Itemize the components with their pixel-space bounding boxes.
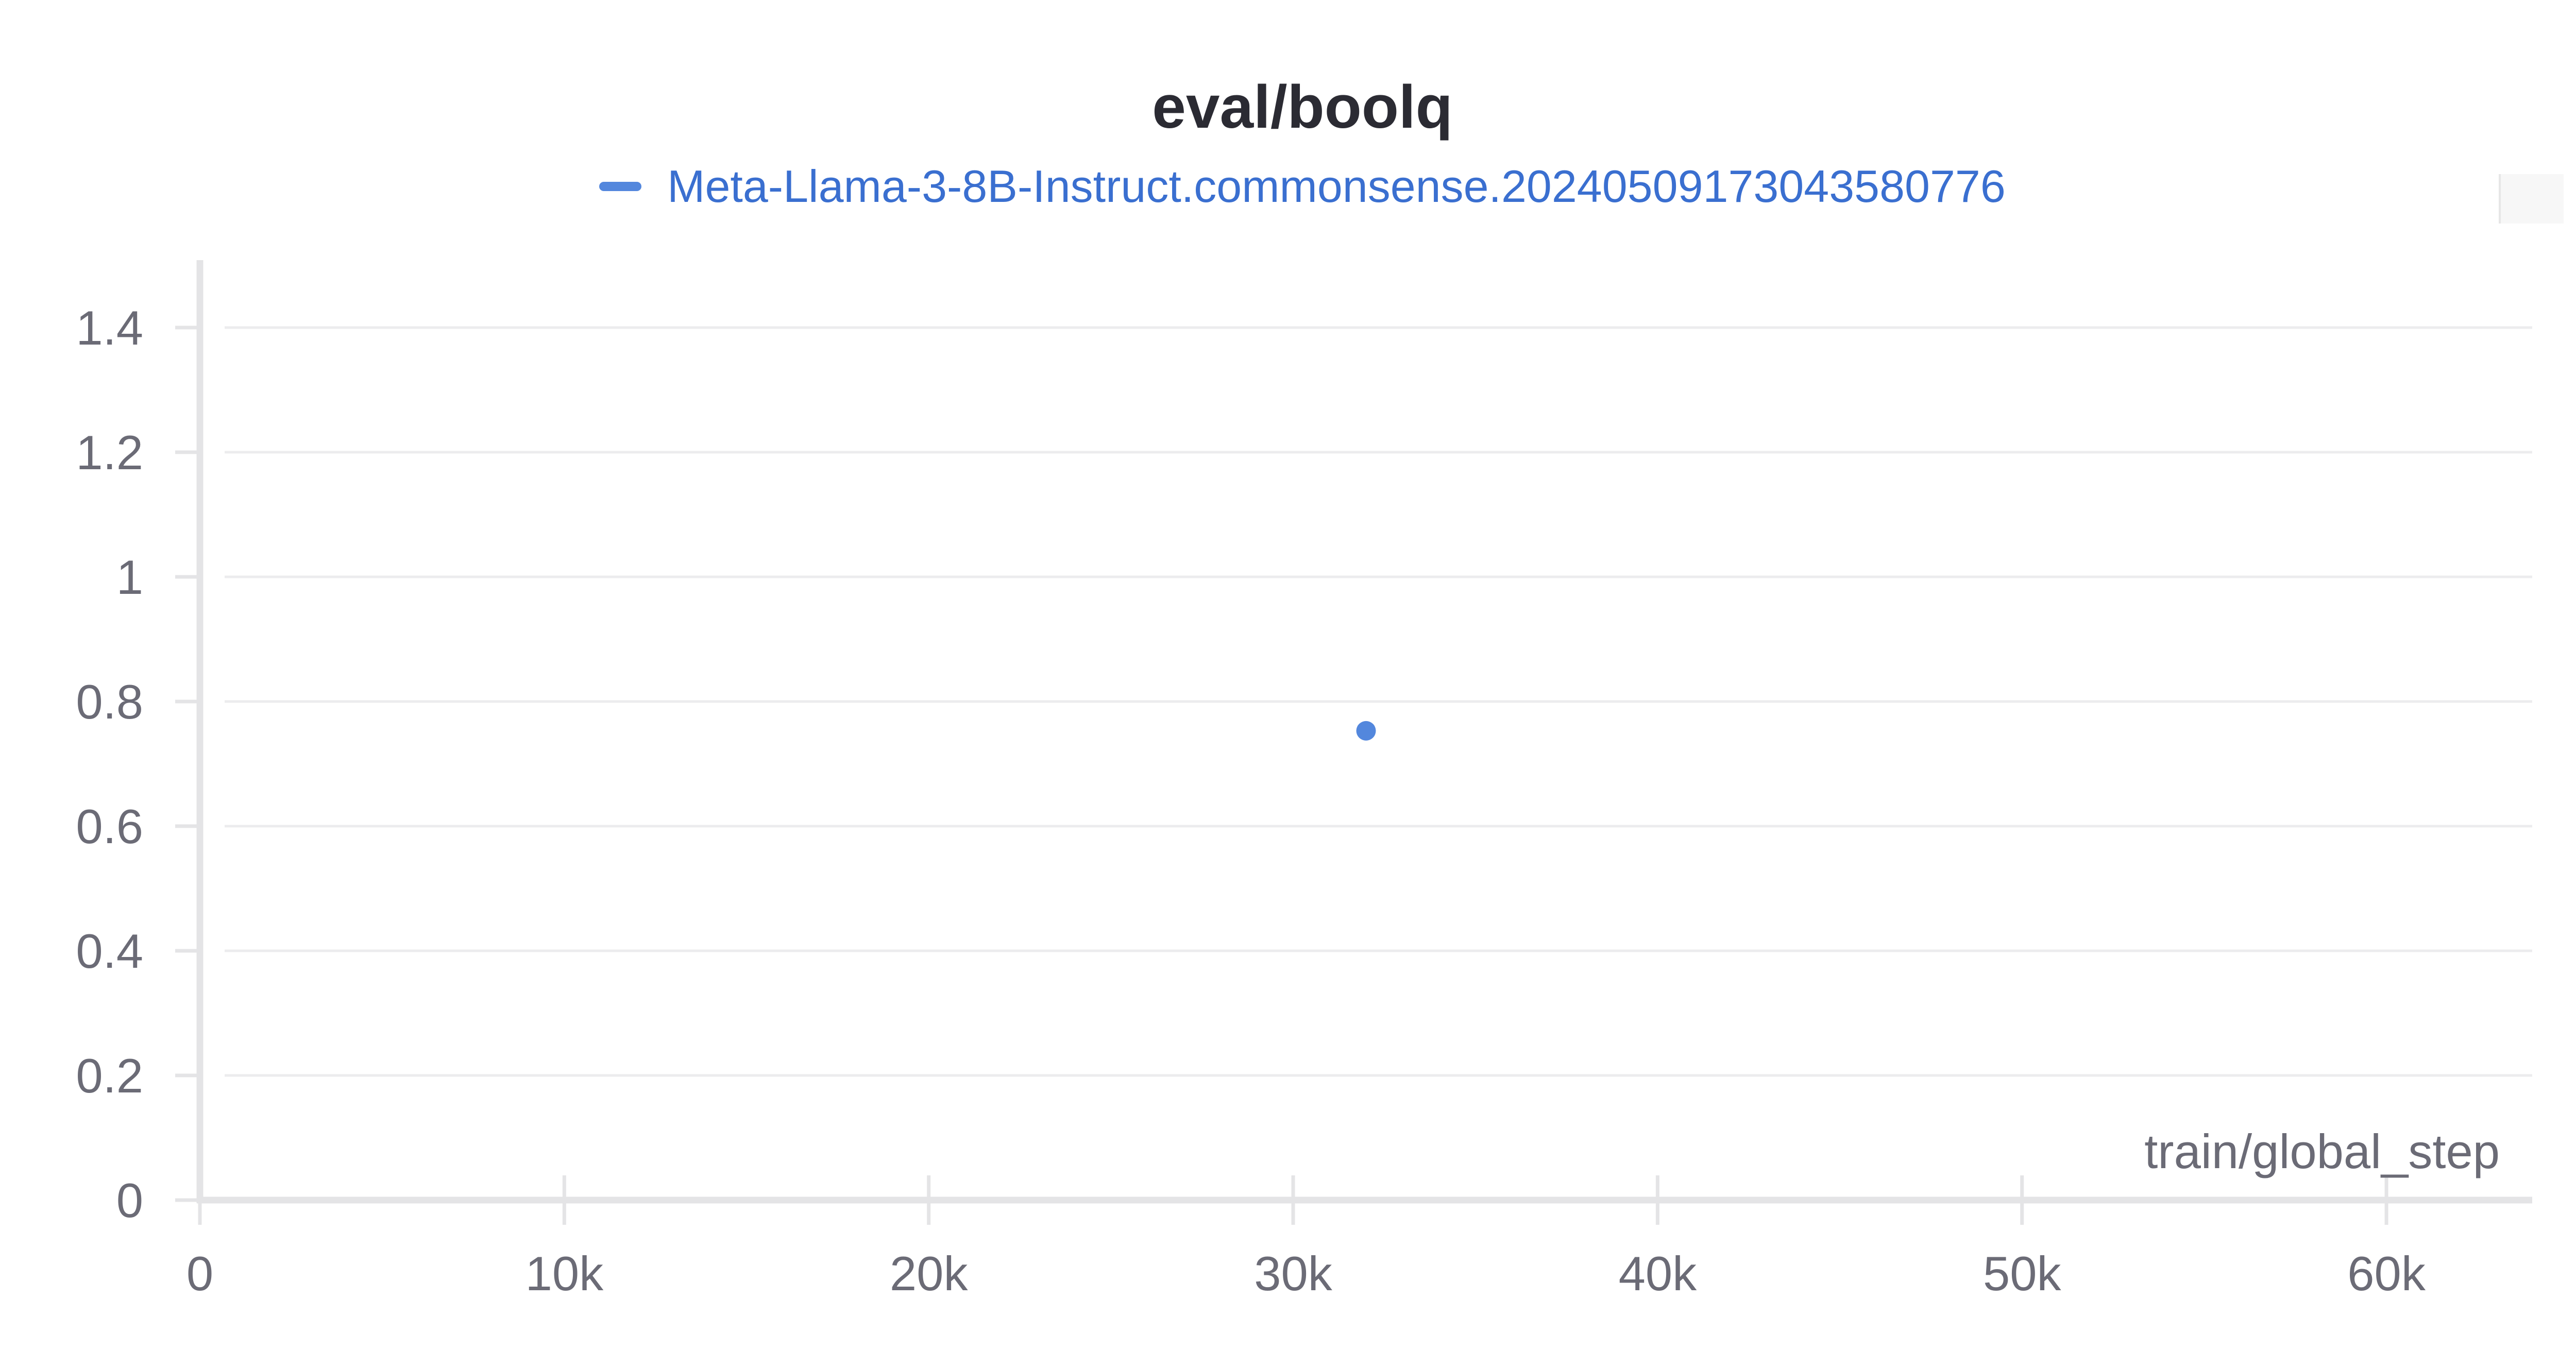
legend[interactable]: Meta-Llama-3-8B-Instruct.commonsense.202…	[0, 164, 2576, 209]
panel-control[interactable]	[2499, 174, 2564, 224]
data-point	[1356, 721, 1376, 741]
legend-series-label[interactable]: Meta-Llama-3-8B-Instruct.commonsense.202…	[667, 161, 2006, 212]
x-tick-label: 60k	[2347, 1246, 2426, 1301]
x-axis-label: train/global_step	[2144, 1124, 2500, 1178]
axis-layer	[196, 260, 2532, 1204]
y-tick-label: 0.4	[76, 924, 143, 978]
x-tick-label: 50k	[1983, 1246, 2062, 1301]
point-layer	[1356, 721, 1376, 741]
x-tick-label: 0	[187, 1246, 213, 1301]
grid-layer	[225, 326, 2532, 1077]
y-tick-label: 1	[116, 550, 143, 604]
y-tick-label: 1.4	[76, 301, 143, 355]
legend-swatch	[599, 182, 642, 191]
x-tick-label: 30k	[1254, 1246, 1333, 1301]
y-tick-label: 1.2	[76, 425, 143, 480]
x-tick-label: 40k	[1619, 1246, 1698, 1301]
y-tick-label: 0.6	[76, 799, 143, 853]
x-tick-label: 10k	[526, 1246, 604, 1301]
chart-title: eval/boolq	[1152, 73, 1453, 141]
y-tick-label: 0	[116, 1173, 143, 1227]
x-tick-label: 20k	[890, 1246, 969, 1301]
y-tick-label: 0.8	[76, 675, 143, 729]
y-tick-label: 0.2	[76, 1049, 143, 1103]
tick-layer: 0 0.2 0.4 0.6 0.8 1 1.2 1.4 0 10k 20k 30k 40k 50k 60k	[76, 301, 2426, 1301]
